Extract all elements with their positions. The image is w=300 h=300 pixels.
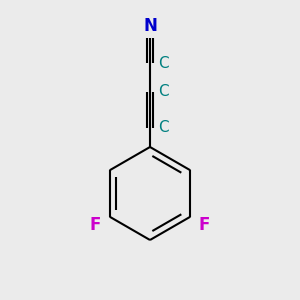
Text: F: F [90,216,101,234]
Text: F: F [199,216,210,234]
Text: C: C [158,120,169,135]
Text: N: N [143,17,157,35]
Text: C: C [158,56,169,70]
Text: C: C [158,84,169,99]
